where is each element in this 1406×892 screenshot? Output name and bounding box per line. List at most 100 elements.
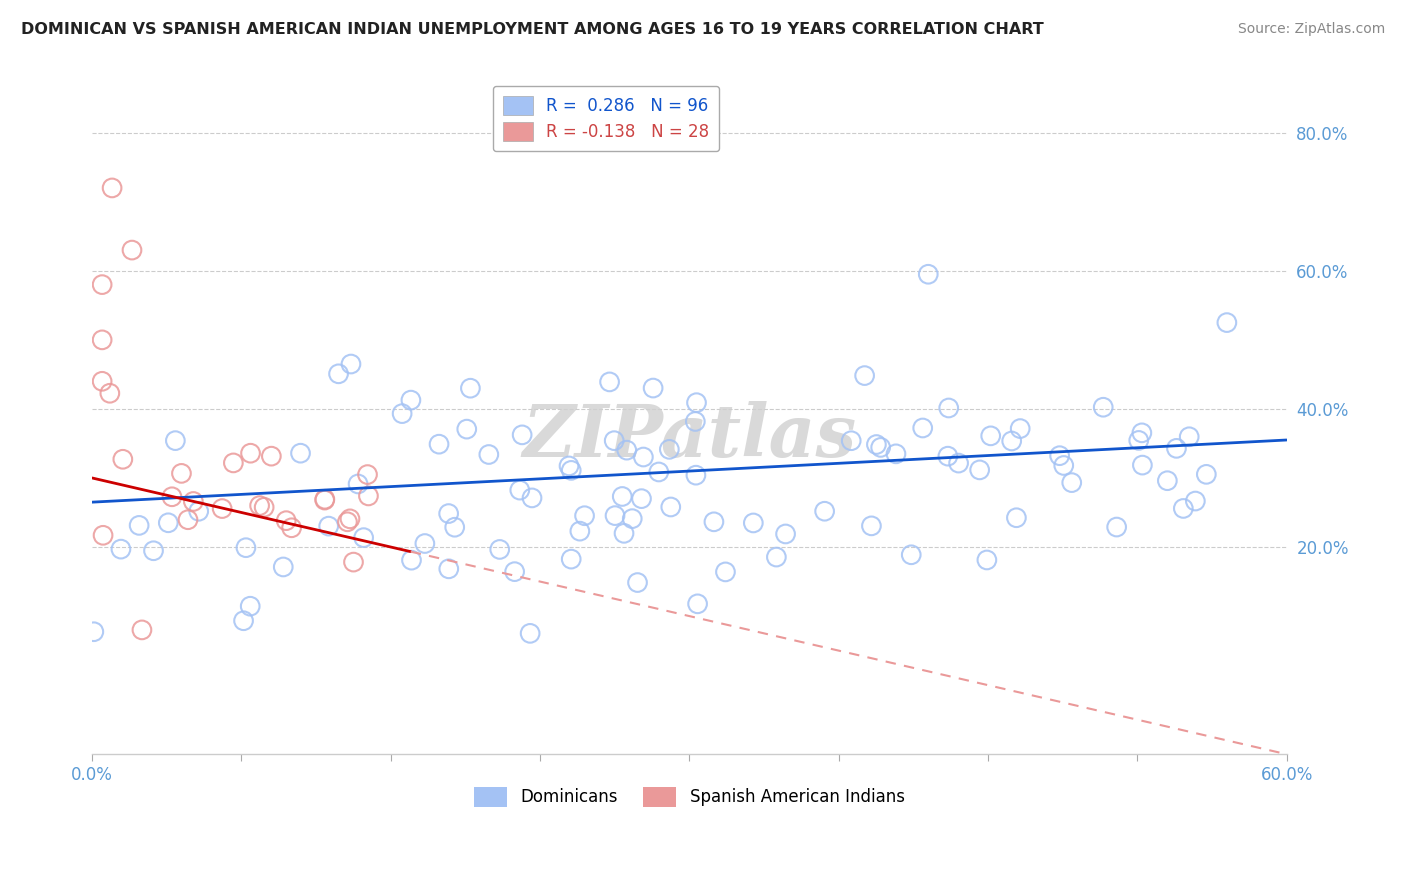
Point [187, 504, 209, 518]
Point [239, 446, 262, 460]
Point [165, 434, 187, 448]
Point [633, 450, 655, 464]
Point [111, 452, 134, 467]
Point [131, 623, 153, 637]
Point [685, 395, 707, 409]
Point [659, 500, 682, 514]
Point [1092, 401, 1115, 415]
Point [347, 477, 370, 491]
Point [865, 437, 887, 451]
Point [437, 507, 460, 521]
Point [621, 511, 644, 525]
Point [340, 357, 363, 371]
Point [560, 552, 582, 566]
Point [98, 386, 121, 401]
Point [1010, 421, 1032, 435]
Point [685, 414, 707, 428]
Point [427, 437, 450, 451]
Point [1173, 501, 1195, 516]
Point [1166, 442, 1188, 456]
Text: Source: ZipAtlas.com: Source: ZipAtlas.com [1237, 22, 1385, 37]
Point [160, 490, 183, 504]
Point [253, 500, 276, 515]
Point [456, 422, 478, 436]
Point [211, 501, 233, 516]
Point [478, 448, 501, 462]
Point [765, 550, 787, 565]
Point [290, 446, 312, 460]
Point [980, 429, 1002, 443]
Point [328, 367, 350, 381]
Text: ZIPatlas: ZIPatlas [522, 401, 856, 472]
Point [318, 519, 340, 533]
Point [460, 381, 482, 395]
Point [936, 449, 959, 463]
Point [121, 243, 143, 257]
Point [775, 527, 797, 541]
Point [314, 492, 336, 507]
Point [437, 562, 460, 576]
Point [91, 277, 114, 292]
Point [630, 491, 652, 506]
Point [853, 368, 876, 383]
Point [1128, 434, 1150, 448]
Point [128, 518, 150, 533]
Point [1184, 494, 1206, 508]
Point [510, 428, 533, 442]
Point [91, 374, 114, 388]
Point [443, 520, 465, 534]
Point [911, 421, 934, 435]
Point [917, 267, 939, 281]
Point [249, 499, 271, 513]
Point [613, 526, 636, 541]
Point [938, 401, 960, 415]
Point [1060, 475, 1083, 490]
Point [626, 575, 648, 590]
Point [509, 483, 531, 497]
Point [1105, 520, 1128, 534]
Point [280, 521, 302, 535]
Point [560, 463, 582, 477]
Point [271, 560, 294, 574]
Point [157, 516, 180, 530]
Point [1178, 430, 1201, 444]
Point [260, 449, 283, 463]
Point [235, 541, 257, 555]
Point [686, 597, 709, 611]
Point [703, 515, 725, 529]
Point [314, 493, 336, 508]
Point [884, 447, 907, 461]
Point [83, 624, 105, 639]
Point [658, 442, 681, 457]
Point [599, 375, 621, 389]
Point [177, 513, 200, 527]
Point [869, 441, 891, 455]
Point [616, 443, 638, 458]
Point [239, 599, 262, 614]
Point [612, 490, 634, 504]
Point [503, 565, 526, 579]
Point [860, 519, 883, 533]
Point [1053, 458, 1076, 473]
Point [742, 516, 765, 530]
Point [357, 489, 380, 503]
Point [391, 407, 413, 421]
Point [900, 548, 922, 562]
Point [336, 515, 359, 529]
Point [356, 467, 378, 482]
Point [401, 553, 423, 567]
Point [1130, 425, 1153, 440]
Point [714, 565, 737, 579]
Legend: Dominicans, Spanish American Indians: Dominicans, Spanish American Indians [467, 780, 911, 814]
Point [814, 504, 837, 518]
Point [353, 531, 375, 545]
Point [1132, 458, 1154, 472]
Point [183, 494, 205, 508]
Point [170, 467, 193, 481]
Point [399, 393, 422, 408]
Point [339, 512, 361, 526]
Point [91, 528, 114, 542]
Point [603, 508, 626, 523]
Point [1001, 434, 1024, 448]
Point [142, 543, 165, 558]
